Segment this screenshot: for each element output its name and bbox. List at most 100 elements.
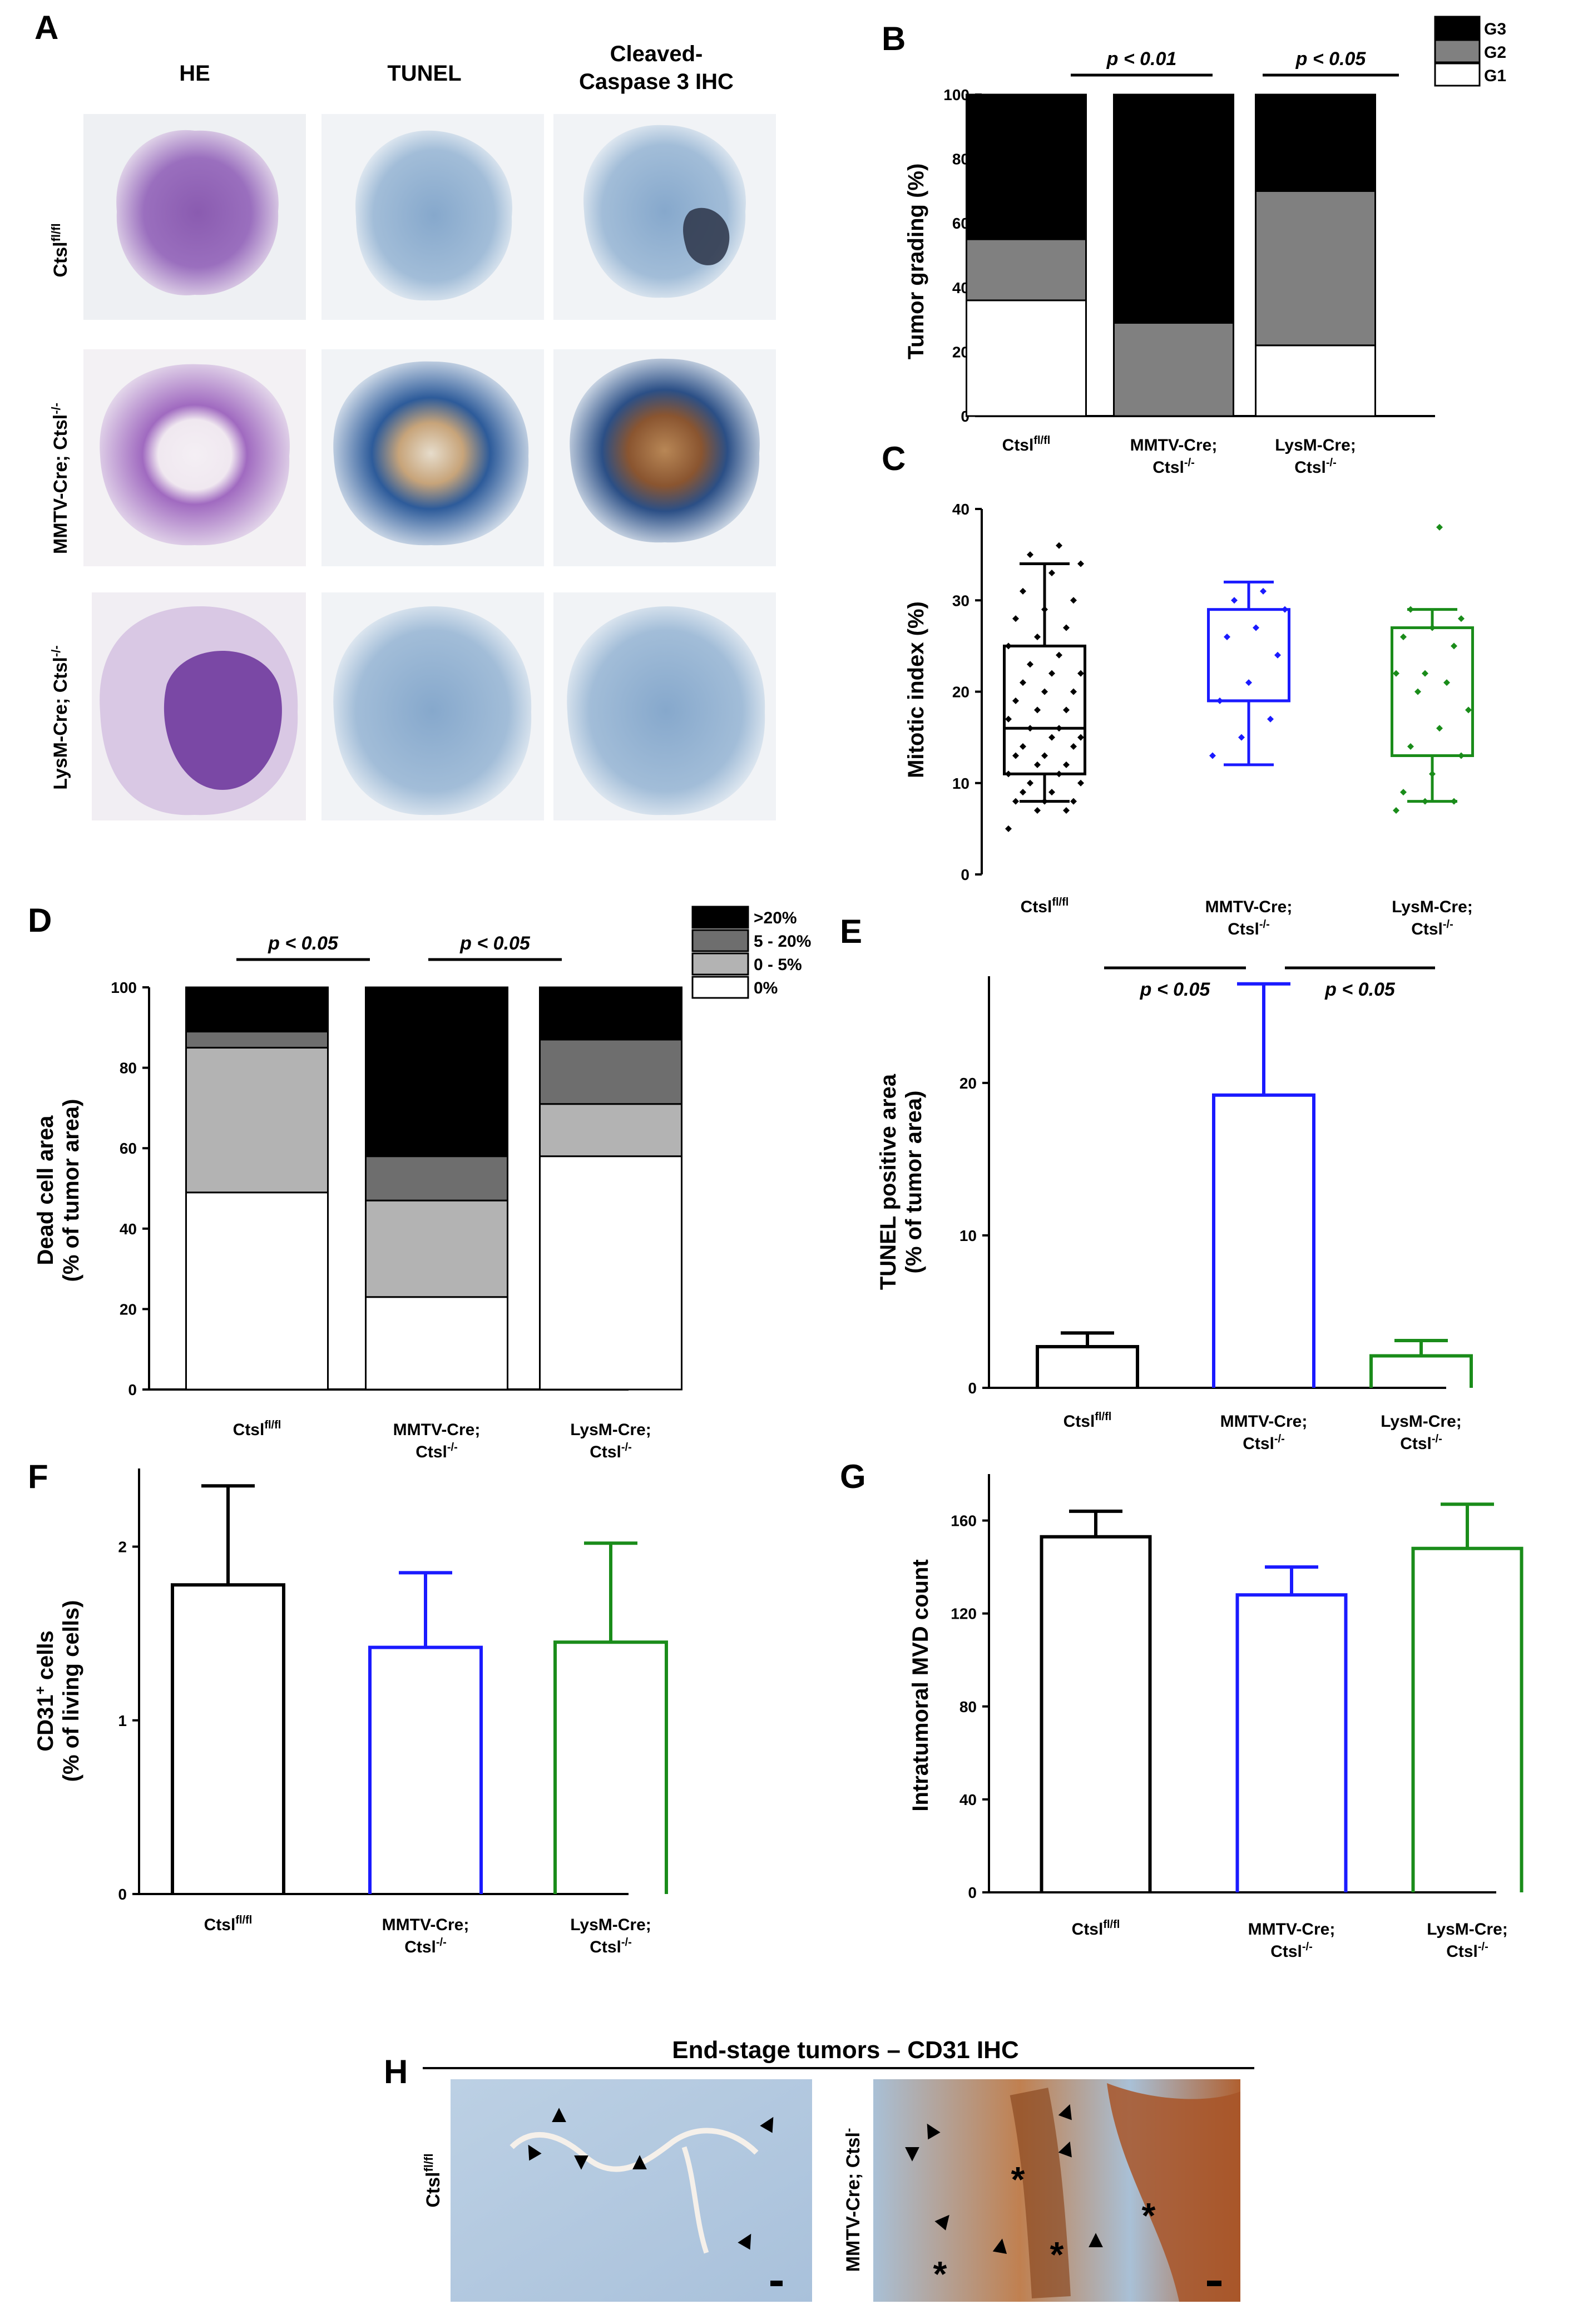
panel-e: E 0 10 20 Ctslfl/fl MMTV-Cre; Ctsl-/- LysM-Cre… — [840, 913, 1473, 1453]
e-p2-pvalue: p < 0.05 — [1324, 979, 1396, 1000]
c-point-0 — [1034, 633, 1041, 640]
caspase-tissue-mmtv — [570, 358, 760, 543]
c-point-1 — [1267, 715, 1274, 723]
d-ylabel-0: Dead cell area — [33, 1115, 58, 1265]
g-y-tick-label: 80 — [959, 1698, 977, 1715]
c-point-1 — [1274, 651, 1281, 659]
c-point-0 — [1077, 670, 1084, 677]
d-legend-label: 0% — [754, 979, 778, 997]
c-point-2 — [1393, 670, 1399, 677]
panel-f-letter: F — [28, 1458, 48, 1495]
e-y-tick-label: 0 — [968, 1379, 977, 1397]
panel-h-arrow: ▲ — [987, 2229, 1015, 2261]
d-y-tick-label: 0 — [128, 1381, 137, 1398]
panel-a: A HE TUNEL Cleaved- Caspase 3 IHC Ctslfl… — [34, 9, 776, 820]
d-legend-label: 5 - 20% — [754, 932, 811, 951]
c-y-tick-label: 30 — [952, 592, 969, 609]
panel-d: D 0 20 40 60 80 100 Dead cell area (% of tumor … — [28, 902, 811, 1461]
c-point-0 — [1034, 761, 1041, 768]
b-bar-G1-0 — [966, 299, 1087, 417]
b-bar-G3-2 — [1255, 93, 1376, 192]
c-point-2 — [1451, 798, 1457, 805]
g-cat-1-line2: Ctsl-/- — [1270, 1941, 1313, 1961]
e-y-tick-label: 10 — [959, 1227, 977, 1244]
c-point-0 — [1012, 615, 1019, 622]
c-point-0 — [1005, 642, 1012, 650]
column-caspase-line1: Cleaved- — [610, 42, 703, 66]
c-point-0 — [1027, 551, 1033, 558]
he-tissue-mmtv — [100, 364, 290, 546]
c-point-0 — [1056, 651, 1062, 659]
g-bar-1 — [1235, 1593, 1348, 1892]
c-ylabel-0: Mitotic index (%) — [904, 601, 928, 778]
d-bar-0%-1 — [365, 1296, 508, 1391]
e-cat-2-line2: Ctsl-/- — [1400, 1433, 1442, 1453]
f-cat-1-line1: MMTV-Cre; — [382, 1916, 469, 1934]
f-ylabel-0: CD31+ cells — [32, 1630, 58, 1752]
panel-g: G 0 40 80 120 160 Ctslfl/fl MMTV-Cre; Ctsl-/- Ly… — [840, 1458, 1523, 1961]
c-point-2 — [1407, 606, 1414, 613]
b-legend-swatch-G1 — [1434, 62, 1481, 87]
c-point-0 — [1020, 743, 1026, 750]
tunel-tissue-mmtv — [333, 361, 529, 546]
c-point-0 — [1063, 706, 1070, 714]
c-point-1 — [1209, 752, 1216, 759]
c-point-2 — [1436, 523, 1443, 531]
g-cat-2-line1: LysM-Cre; — [1427, 1920, 1508, 1939]
cd31-stain-region — [1107, 2083, 1240, 2302]
c-point-2 — [1429, 624, 1436, 631]
b-cat-2-line2: Ctsl-/- — [1294, 457, 1337, 477]
f-y-tick-label: 1 — [118, 1712, 127, 1729]
c-point-2 — [1422, 670, 1428, 677]
d-bar-0 - 5%-1 — [365, 1199, 508, 1298]
d-y-tick-label: 100 — [111, 979, 137, 996]
c-point-0 — [1027, 661, 1033, 668]
d-legend-swatch — [691, 976, 749, 999]
cd31-vessel-ctsl — [510, 2128, 759, 2172]
chart-f: 0 1 2 Ctslfl/fl MMTV-Cre; Ctsl-/- LysM-Cre; Cts… — [32, 1468, 668, 1956]
g-bar-2 — [1411, 1546, 1523, 1892]
c-point-2 — [1414, 688, 1421, 695]
g-y-tick-label: 0 — [968, 1884, 977, 1901]
d-p1-pvalue: p < 0.05 — [268, 933, 339, 954]
chart-c: 0 10 20 30 40 Mitotic index (%) Ctslfl/fl MMTV-… — [904, 501, 1474, 938]
d-cat-1-line1: MMTV-Cre; — [393, 1421, 481, 1439]
b-legend-label-G1: G1 — [1484, 67, 1506, 85]
e-bar-2 — [1369, 1354, 1473, 1388]
c-cat-0: Ctslfl/fl — [1021, 896, 1069, 916]
b-bar-G3-0 — [966, 93, 1087, 240]
c-point-0 — [1020, 679, 1026, 686]
c-point-0 — [1005, 770, 1012, 778]
g-y-tick-label: 40 — [959, 1791, 977, 1808]
c-y-tick-label: 40 — [952, 501, 969, 518]
c-cat-2-line2: Ctsl-/- — [1411, 918, 1453, 938]
d-y-tick-label: 20 — [120, 1301, 137, 1318]
d-legend: >20% 5 - 20% 0 - 5% 0% — [691, 906, 811, 999]
c-point-1 — [1216, 697, 1223, 704]
panel-h-arrow: ▲ — [627, 2148, 652, 2175]
e-cat-1-line2: Ctsl-/- — [1243, 1433, 1285, 1453]
c-point-0 — [1077, 560, 1084, 567]
d-p2-pvalue: p < 0.05 — [459, 933, 531, 954]
panel-h-asterisk: * — [1142, 2196, 1156, 2236]
c-point-2 — [1451, 642, 1457, 650]
b-legend-swatch-G3 — [1434, 16, 1481, 40]
c-point-2 — [1458, 615, 1465, 622]
c-point-2 — [1458, 752, 1465, 759]
f-cat-1-line2: Ctsl-/- — [404, 1936, 447, 1956]
b-legend: G3 G2 G1 — [1434, 16, 1506, 87]
c-point-0 — [1020, 789, 1026, 796]
d-legend-label: 0 - 5% — [754, 956, 802, 974]
c-point-1 — [1231, 597, 1238, 604]
panel-d-letter: D — [28, 902, 52, 939]
he-tissue-ctsl — [116, 130, 279, 295]
c-point-0 — [1077, 779, 1084, 787]
c-point-2 — [1443, 679, 1450, 686]
d-bar->20%-2 — [539, 986, 682, 1041]
row-label-mmtv: MMTV-Cre; Ctsl-/- — [49, 403, 71, 554]
c-point-0 — [1048, 670, 1055, 677]
panel-h-left-label: Ctslfl/fl — [422, 2153, 444, 2207]
scale-bar-left — [770, 2281, 783, 2286]
caspase-tissue-lysm — [567, 606, 765, 815]
